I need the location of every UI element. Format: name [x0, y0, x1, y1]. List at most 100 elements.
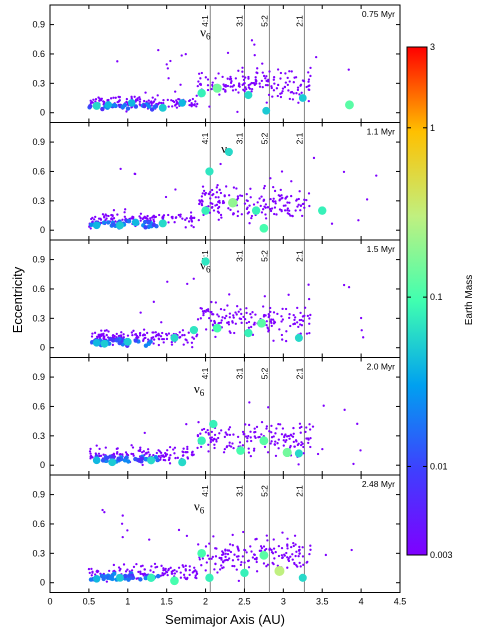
small-body-point — [248, 204, 251, 207]
small-body-point — [269, 209, 273, 213]
small-body-point — [212, 535, 215, 538]
small-body-point — [210, 206, 214, 209]
small-body-point — [201, 192, 204, 195]
x-tick-label: 1.5 — [160, 597, 173, 607]
small-body-point — [217, 211, 221, 214]
small-body-point — [285, 195, 289, 198]
small-body-point — [298, 545, 301, 549]
small-body-point — [228, 444, 231, 447]
small-body-point — [190, 224, 193, 227]
small-body-point — [306, 314, 310, 318]
small-body-point — [179, 83, 182, 86]
small-body-point — [301, 442, 304, 445]
small-body-point — [232, 186, 236, 189]
small-body-point — [105, 580, 109, 583]
small-body-point — [242, 530, 245, 534]
small-body-point — [165, 334, 169, 337]
small-body-point — [223, 195, 226, 198]
small-body-point — [212, 209, 216, 212]
embryo-point — [116, 221, 124, 230]
small-body-point — [139, 212, 143, 215]
small-body-point — [276, 442, 279, 445]
small-body-point — [258, 85, 262, 88]
embryo-point — [155, 573, 161, 579]
embryo-point — [212, 323, 222, 333]
small-body-point — [147, 99, 150, 102]
small-body-point — [267, 78, 270, 81]
small-body-point — [167, 221, 170, 224]
small-body-point — [173, 452, 176, 455]
small-body-point — [291, 98, 295, 101]
small-body-point — [265, 101, 268, 104]
small-body-point — [279, 71, 283, 75]
small-body-point — [173, 572, 177, 575]
small-body-point — [97, 333, 100, 336]
small-body-point — [130, 331, 133, 334]
small-body-point — [251, 311, 254, 314]
x-tick-label: 1 — [125, 597, 130, 607]
small-body-point — [222, 200, 225, 203]
small-body-point — [233, 331, 236, 335]
y-tick-label: 0.3 — [32, 196, 45, 206]
small-body-point — [262, 562, 266, 565]
small-body-point — [272, 547, 276, 550]
small-body-point — [298, 93, 301, 96]
small-body-point — [268, 430, 271, 433]
small-body-point — [88, 571, 91, 575]
panel-frame — [49, 357, 401, 476]
small-body-point — [252, 323, 256, 326]
small-body-point — [210, 436, 214, 439]
panel-time-label: 2.48 Myr — [362, 479, 395, 489]
small-body-point — [228, 312, 232, 315]
small-body-point — [264, 83, 268, 87]
small-body-point — [167, 213, 170, 217]
small-body-point — [221, 550, 224, 553]
small-body-point — [249, 325, 253, 329]
small-body-point — [160, 564, 163, 567]
small-body-point — [99, 218, 103, 221]
small-body-point — [245, 551, 248, 554]
small-body-point — [197, 72, 201, 75]
small-body-point — [291, 435, 295, 438]
small-body-point — [294, 209, 297, 212]
small-body-point — [263, 184, 266, 188]
small-body-point — [134, 172, 137, 176]
small-body-point — [141, 463, 144, 467]
small-body-point — [177, 97, 180, 101]
small-body-point — [284, 339, 288, 343]
small-body-point — [350, 548, 353, 552]
small-body-point — [153, 562, 157, 566]
small-body-point — [249, 312, 252, 316]
small-body-point — [347, 68, 350, 71]
small-body-point — [169, 454, 172, 457]
small-body-point — [138, 449, 142, 453]
small-body-point — [164, 195, 168, 199]
small-body-point — [166, 67, 169, 70]
small-body-point — [314, 55, 318, 59]
small-body-point — [234, 88, 237, 91]
small-body-point — [301, 546, 304, 549]
small-body-point — [210, 300, 213, 304]
small-body-point — [160, 101, 163, 105]
small-body-point — [192, 337, 196, 340]
small-body-point — [182, 447, 185, 450]
small-body-point — [150, 216, 154, 219]
small-body-point — [217, 200, 220, 204]
y-tick-label: 0.9 — [32, 20, 45, 30]
small-body-point — [245, 207, 249, 211]
small-body-point — [265, 534, 268, 537]
small-body-point — [264, 213, 267, 216]
embryo-point — [143, 343, 149, 348]
small-body-point — [146, 214, 149, 218]
small-body-point — [249, 455, 253, 458]
small-body-point — [208, 105, 211, 108]
small-body-point — [181, 334, 184, 337]
small-body-point — [195, 570, 198, 573]
small-body-point — [308, 428, 312, 431]
small-body-point — [267, 406, 270, 409]
small-body-point — [138, 103, 141, 106]
small-body-point — [273, 206, 277, 209]
small-body-point — [173, 569, 176, 572]
small-body-point — [132, 329, 135, 332]
